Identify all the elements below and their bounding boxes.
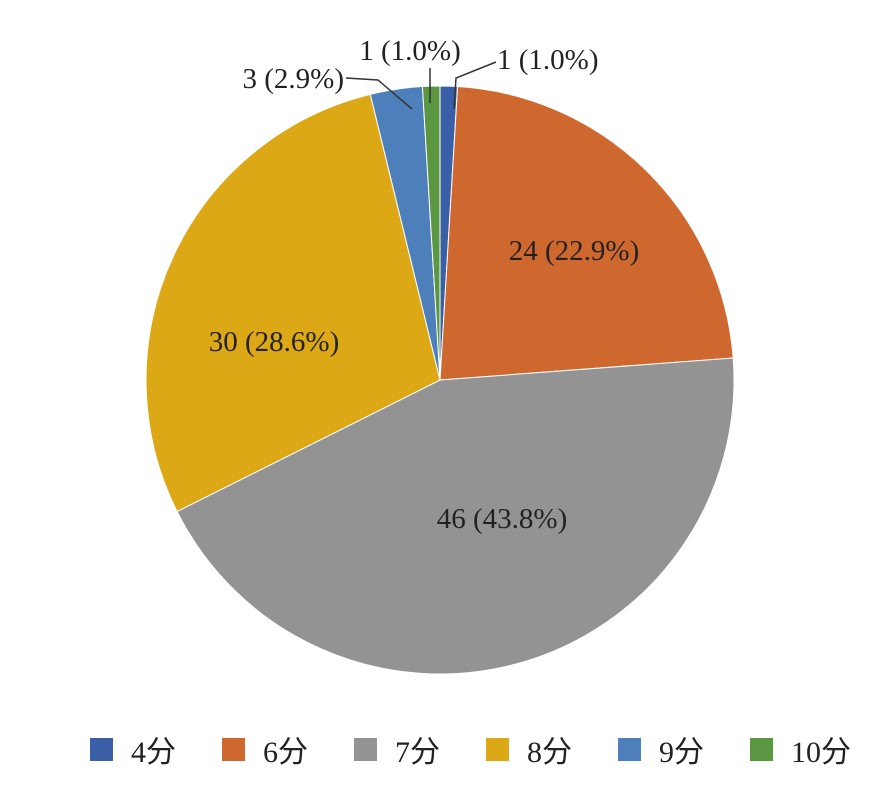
legend-label-8: 8分 <box>527 736 572 769</box>
data-label-7: 46 (43.8%) <box>437 503 567 535</box>
legend-swatch-7 <box>354 737 377 761</box>
leader-line-4 <box>453 61 497 110</box>
data-label-8: 30 (28.6%) <box>209 326 339 358</box>
legend-label-9: 9分 <box>659 736 704 769</box>
legend: 4分 6分 7分 8分 9分 10分 <box>0 729 876 769</box>
data-label-4: 1 (1.0%) <box>497 44 598 76</box>
pie-slices <box>145 85 735 675</box>
data-labels: 1 (1.0%) 24 (22.9%) 46 (43.8%) 30 (28.6%… <box>209 35 639 535</box>
legend-swatch-4 <box>90 737 113 761</box>
leader-lines <box>345 61 497 110</box>
legend-swatch-6 <box>222 737 245 761</box>
legend-label-10: 10分 <box>791 736 851 769</box>
legend-item-4: 4分 <box>90 729 176 769</box>
pie-slice-6 <box>439 86 734 381</box>
data-label-9: 3 (2.9%) <box>243 63 344 95</box>
legend-label-6: 6分 <box>263 736 308 769</box>
pie-slice-8 <box>145 93 441 513</box>
legend-item-10: 10分 <box>750 729 851 769</box>
data-label-6: 24 (22.9%) <box>509 235 639 267</box>
legend-label-4: 4分 <box>131 736 176 769</box>
legend-swatch-9 <box>618 737 641 761</box>
pie-slice-7 <box>176 357 735 675</box>
legend-swatch-10 <box>750 737 773 761</box>
legend-item-6: 6分 <box>222 729 308 769</box>
legend-item-8: 8分 <box>486 729 572 769</box>
legend-swatch-8 <box>486 737 509 761</box>
leader-line-9 <box>345 77 413 110</box>
legend-label-7: 7分 <box>395 736 440 769</box>
data-label-10: 1 (1.0%) <box>359 35 460 67</box>
legend-item-9: 9分 <box>618 729 704 769</box>
legend-item-7: 7分 <box>354 729 440 769</box>
pie-slice-10 <box>421 85 441 381</box>
